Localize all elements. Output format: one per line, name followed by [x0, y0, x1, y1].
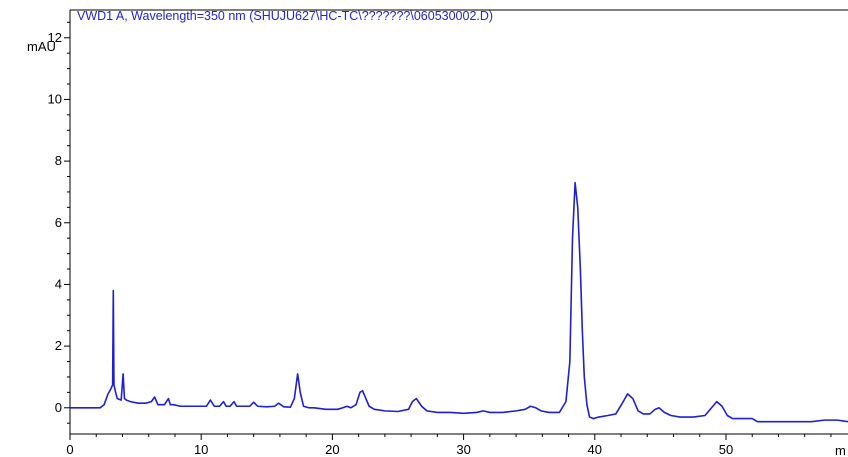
x-tick-label: 30	[456, 442, 470, 457]
y-tick-label: 4	[55, 276, 62, 291]
y-tick-label: 0	[55, 400, 62, 415]
y-tick-label: 10	[48, 91, 62, 106]
signal-trace-line	[70, 181, 848, 423]
x-axis-ticks: 0 10 20 30 40 50	[66, 434, 832, 457]
x-tick-label: 10	[194, 442, 208, 457]
x-tick-label: 0	[66, 442, 73, 457]
x-tick-label: 40	[588, 442, 602, 457]
x-tick-label: 20	[325, 442, 339, 457]
y-axis-ticks: 0 2 4 6 8 10 12	[48, 21, 70, 424]
y-tick-label: 8	[55, 153, 62, 168]
x-axis-unit-label: m	[835, 443, 846, 457]
chart-title: VWD1 A, Wavelength=350 nm (SHUJU627\HC-T…	[77, 9, 493, 23]
x-tick-label: 50	[719, 442, 733, 457]
y-axis-unit-label: mAU	[27, 39, 56, 54]
y-tick-label: 12	[48, 30, 62, 45]
y-tick-label: 6	[55, 215, 62, 230]
y-tick-label: 2	[55, 338, 62, 353]
